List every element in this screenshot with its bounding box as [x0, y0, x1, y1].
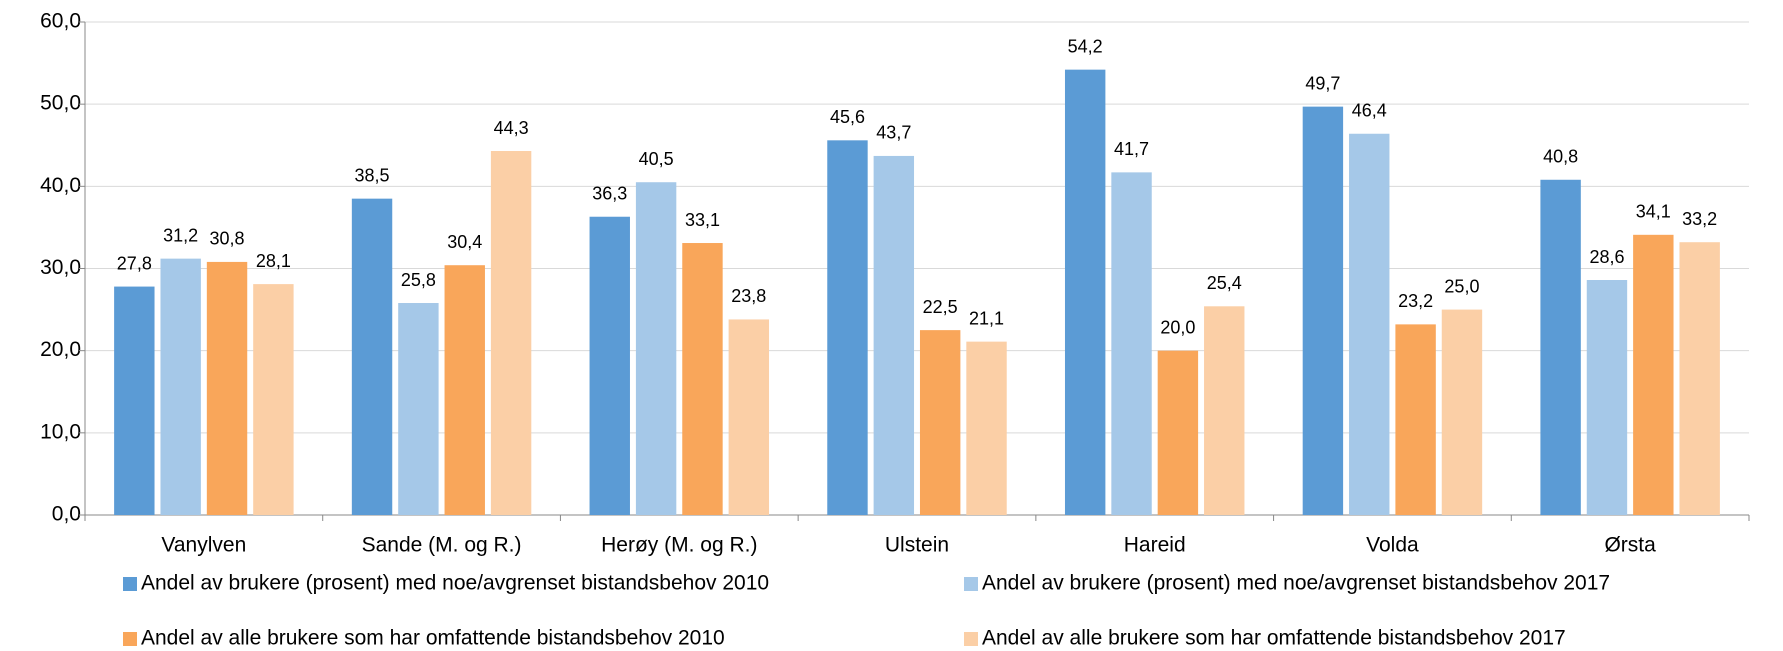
x-tick-label: Vanylven [161, 534, 246, 557]
value-label: 23,8 [731, 286, 766, 306]
value-label: 30,8 [210, 229, 245, 249]
bar [398, 303, 438, 515]
bar [1111, 172, 1151, 515]
y-tick-label: 30,0 [40, 256, 81, 279]
bar [729, 319, 769, 515]
value-label: 43,7 [876, 123, 911, 143]
bar [1204, 306, 1244, 515]
value-label: 31,2 [163, 225, 198, 245]
bar [1587, 280, 1627, 515]
bar [1540, 180, 1580, 515]
bar [207, 262, 247, 515]
bar [445, 265, 485, 515]
x-tick-label: Volda [1366, 534, 1419, 557]
bar [1303, 107, 1343, 515]
value-label: 22,5 [923, 297, 958, 317]
y-tick-label: 20,0 [40, 338, 81, 361]
bar [874, 156, 914, 515]
value-label: 21,1 [969, 308, 1004, 328]
legend-label: Andel av alle brukere som har omfattende… [141, 627, 725, 650]
value-label: 34,1 [1636, 202, 1671, 222]
bar [1395, 324, 1435, 515]
bar [920, 330, 960, 515]
value-label: 36,3 [592, 183, 627, 203]
legend-label: Andel av brukere (prosent) med noe/avgre… [141, 572, 769, 595]
legend-swatch [123, 632, 137, 646]
value-label: 41,7 [1114, 139, 1149, 159]
bar [1679, 242, 1719, 515]
value-label: 28,1 [256, 251, 291, 271]
value-label: 44,3 [494, 118, 529, 138]
legend-label: Andel av alle brukere som har omfattende… [982, 627, 1566, 650]
bar [1158, 351, 1198, 515]
bar [636, 182, 676, 515]
bar [1349, 134, 1389, 515]
x-tick-label: Ørsta [1604, 534, 1656, 557]
x-tick-label: Hareid [1124, 534, 1186, 557]
bar [160, 259, 200, 515]
legend-swatch [964, 632, 978, 646]
value-label: 38,5 [355, 165, 390, 185]
legend-swatch [123, 577, 137, 591]
value-label: 30,4 [447, 232, 482, 252]
value-label: 33,1 [685, 210, 720, 230]
bar [114, 287, 154, 515]
y-tick-label: 10,0 [40, 420, 81, 443]
y-tick-label: 40,0 [40, 174, 81, 197]
bar [1442, 310, 1482, 515]
chart: 0,0 10,0 20,0 30,0 40,0 50,0 60,0 Vanylven 27,8 3… [0, 0, 1783, 651]
y-tick-label: 50,0 [40, 92, 81, 115]
x-tick-label: Herøy (M. og R.) [601, 534, 757, 557]
bar [253, 284, 293, 515]
value-label: 49,7 [1305, 73, 1340, 93]
value-label: 25,4 [1207, 273, 1242, 293]
value-label: 40,5 [639, 149, 674, 169]
bar [1065, 70, 1105, 515]
value-label: 46,4 [1352, 100, 1387, 120]
bar [352, 199, 392, 515]
x-tick-label: Sande (M. og R.) [362, 534, 522, 557]
value-label: 25,8 [401, 270, 436, 290]
bar [1633, 235, 1673, 515]
bar [491, 151, 531, 515]
legend-label: Andel av brukere (prosent) med noe/avgre… [982, 572, 1610, 595]
value-label: 28,6 [1589, 247, 1624, 267]
x-tick-label: Ulstein [885, 534, 949, 557]
value-label: 40,8 [1543, 147, 1578, 167]
value-label: 25,0 [1444, 276, 1479, 296]
value-label: 27,8 [117, 253, 152, 273]
value-label: 23,2 [1398, 291, 1433, 311]
y-tick-label: 60,0 [40, 10, 81, 33]
bar [590, 217, 630, 515]
value-label: 33,2 [1682, 209, 1717, 229]
legend-swatch [964, 577, 978, 591]
value-label: 54,2 [1068, 36, 1103, 56]
value-label: 20,0 [1160, 317, 1195, 337]
bar [682, 243, 722, 515]
bar [966, 342, 1006, 515]
value-label: 45,6 [830, 107, 865, 127]
bar [827, 140, 867, 515]
y-tick-label: 0,0 [52, 503, 81, 526]
